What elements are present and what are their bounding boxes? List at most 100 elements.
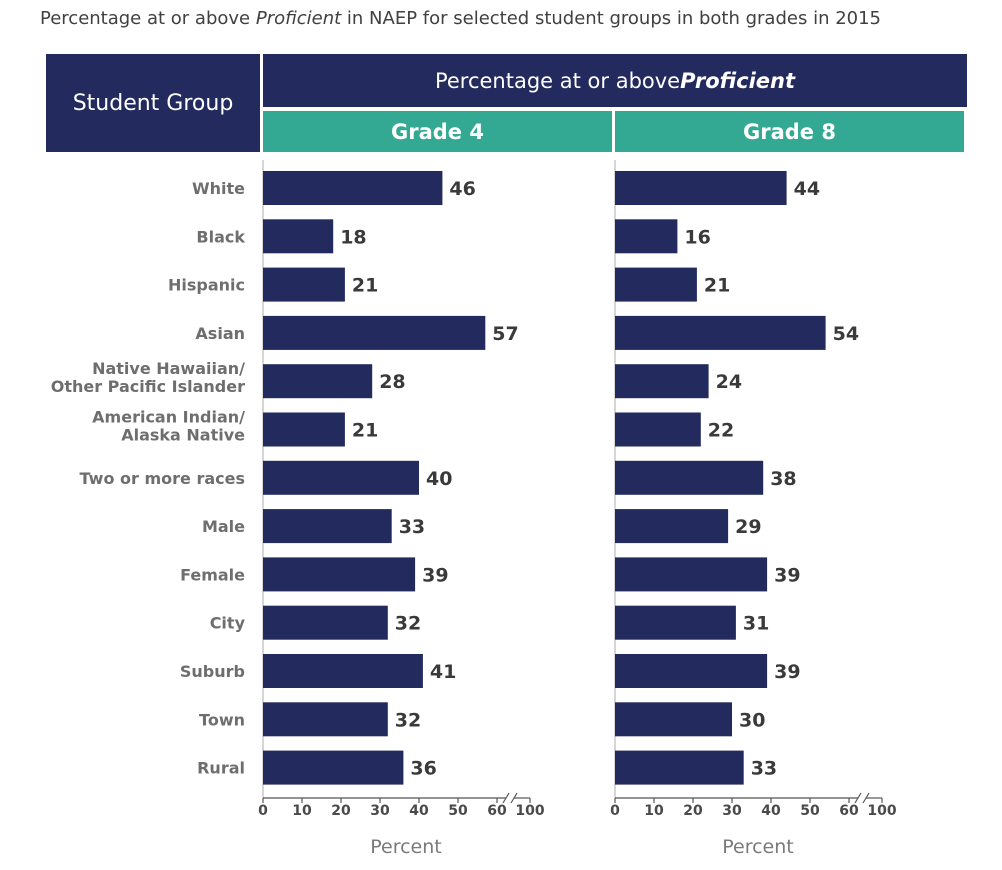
- category-label: Other Pacific Islander: [51, 377, 245, 396]
- category-label: Female: [180, 565, 245, 584]
- value-label: 18: [340, 226, 366, 248]
- bar: [615, 702, 732, 737]
- student-group-header: Student Group: [46, 54, 260, 152]
- category-label: Suburb: [180, 662, 245, 681]
- title-prefix: Percentage at or above: [40, 8, 256, 29]
- x-tick-label: 10: [644, 803, 664, 819]
- value-label: 39: [422, 564, 448, 586]
- value-label: 30: [739, 709, 765, 731]
- value-label: 22: [708, 420, 734, 442]
- x-tick-label: 60: [487, 803, 507, 819]
- bar: [263, 219, 334, 254]
- value-label: 21: [704, 275, 730, 297]
- value-label: 46: [449, 178, 475, 200]
- x-tick-label: 0: [610, 803, 620, 819]
- title-suffix: in NAEP for selected student groups in b…: [341, 8, 882, 29]
- bar: [263, 460, 419, 495]
- bar: [615, 412, 701, 447]
- value-label: 32: [395, 613, 421, 635]
- x-tick-label: 100: [867, 803, 896, 819]
- value-label: 40: [426, 468, 452, 490]
- value-label: 38: [770, 468, 796, 490]
- value-label: 41: [430, 661, 456, 683]
- bar: [615, 219, 678, 254]
- bar: [263, 750, 404, 785]
- bar: [615, 460, 764, 495]
- bar: [263, 412, 345, 447]
- value-label: 36: [410, 758, 436, 780]
- bar: [615, 750, 744, 785]
- bar: [615, 605, 736, 640]
- category-label: American Indian/: [92, 408, 245, 427]
- x-tick-label: 40: [409, 803, 429, 819]
- category-label: Male: [202, 517, 245, 536]
- value-label: 33: [399, 516, 425, 538]
- student-group-header-label: Student Group: [72, 90, 234, 116]
- value-label: 21: [352, 420, 378, 442]
- category-label: Town: [199, 710, 245, 729]
- percentage-header: Percentage at or above Proficient: [263, 54, 967, 107]
- axis-break-mark: [510, 792, 518, 804]
- value-label: 44: [794, 178, 820, 200]
- bar: [263, 364, 373, 399]
- axis-break-mark: [854, 792, 862, 804]
- bar: [615, 364, 709, 399]
- x-tick-label: 20: [683, 803, 703, 819]
- category-label: Black: [196, 227, 245, 246]
- category-label: Two or more races: [80, 469, 245, 488]
- bar: [263, 557, 416, 592]
- title-italic: Proficient: [255, 8, 342, 29]
- x-tick-label: 30: [722, 803, 742, 819]
- grade-4-header: Grade 4: [263, 111, 612, 152]
- x-tick-label: 100: [515, 803, 544, 819]
- category-label: City: [210, 614, 246, 633]
- x-tick-label: 40: [761, 803, 781, 819]
- category-label: Asian: [195, 324, 245, 343]
- value-label: 16: [684, 226, 710, 248]
- value-label: 39: [774, 564, 800, 586]
- value-label: 32: [395, 709, 421, 731]
- x-tick-label: 60: [839, 803, 859, 819]
- x-tick-label: 20: [331, 803, 351, 819]
- axis-break-mark: [502, 792, 510, 804]
- x-tick-label: 50: [800, 803, 820, 819]
- percentage-header-emph: Proficient: [680, 68, 796, 93]
- bar: [263, 171, 443, 205]
- value-label: 29: [735, 516, 761, 538]
- bar: [263, 605, 388, 640]
- bar: [615, 171, 787, 205]
- bar: [615, 315, 826, 350]
- category-label: Rural: [197, 759, 245, 778]
- value-label: 54: [833, 323, 859, 345]
- value-label: 31: [743, 613, 769, 635]
- x-axis-title: Percent: [370, 836, 442, 858]
- bar: [615, 267, 697, 302]
- bar: [615, 654, 768, 688]
- axis-break-mark: [862, 792, 870, 804]
- x-tick-label: 10: [292, 803, 312, 819]
- percentage-header-prefix: Percentage at or above: [434, 68, 681, 93]
- grade-4-header-label: Grade 4: [391, 119, 484, 144]
- bar: [263, 654, 423, 688]
- bar: [263, 267, 345, 302]
- x-tick-label: 30: [370, 803, 390, 819]
- grade-8-header: Grade 8: [615, 111, 964, 152]
- category-label: Hispanic: [168, 276, 245, 295]
- value-label: 24: [716, 371, 742, 393]
- x-axis-title: Percent: [722, 836, 794, 858]
- value-label: 21: [352, 275, 378, 297]
- x-tick-label: 0: [258, 803, 268, 819]
- category-label: White: [192, 179, 245, 198]
- x-tick-label: 50: [448, 803, 468, 819]
- value-label: 33: [751, 758, 777, 780]
- bar: [263, 315, 486, 350]
- bar: [615, 557, 768, 592]
- value-label: 28: [379, 371, 405, 393]
- bar: [263, 702, 388, 737]
- category-label: Native Hawaiian/: [92, 359, 245, 378]
- grade-8-header-label: Grade 8: [743, 119, 836, 144]
- chart-title: Percentage at or above Proficient in NAE…: [40, 8, 990, 29]
- value-label: 39: [774, 661, 800, 683]
- value-label: 57: [492, 323, 518, 345]
